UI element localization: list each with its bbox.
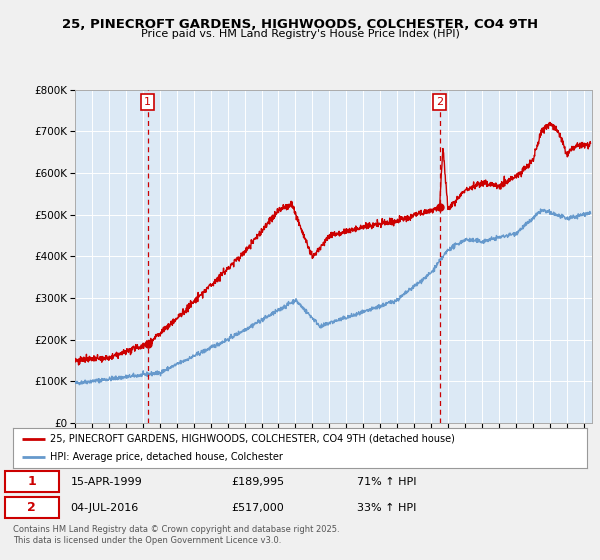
Text: 25, PINECROFT GARDENS, HIGHWOODS, COLCHESTER, CO4 9TH (detached house): 25, PINECROFT GARDENS, HIGHWOODS, COLCHE…	[50, 434, 455, 444]
Text: 2: 2	[436, 97, 443, 107]
FancyBboxPatch shape	[5, 472, 59, 492]
FancyBboxPatch shape	[5, 497, 59, 518]
Text: Contains HM Land Registry data © Crown copyright and database right 2025.
This d: Contains HM Land Registry data © Crown c…	[13, 525, 340, 545]
Text: 1: 1	[144, 97, 151, 107]
Text: 71% ↑ HPI: 71% ↑ HPI	[358, 477, 417, 487]
Text: 2: 2	[27, 501, 36, 514]
Text: 25, PINECROFT GARDENS, HIGHWOODS, COLCHESTER, CO4 9TH: 25, PINECROFT GARDENS, HIGHWOODS, COLCHE…	[62, 18, 538, 31]
Text: 33% ↑ HPI: 33% ↑ HPI	[358, 503, 417, 512]
Text: £189,995: £189,995	[231, 477, 284, 487]
Text: 15-APR-1999: 15-APR-1999	[71, 477, 142, 487]
Text: 1: 1	[27, 475, 36, 488]
Text: Price paid vs. HM Land Registry's House Price Index (HPI): Price paid vs. HM Land Registry's House …	[140, 29, 460, 39]
Text: HPI: Average price, detached house, Colchester: HPI: Average price, detached house, Colc…	[50, 452, 283, 462]
Text: £517,000: £517,000	[231, 503, 284, 512]
Text: 04-JUL-2016: 04-JUL-2016	[71, 503, 139, 512]
